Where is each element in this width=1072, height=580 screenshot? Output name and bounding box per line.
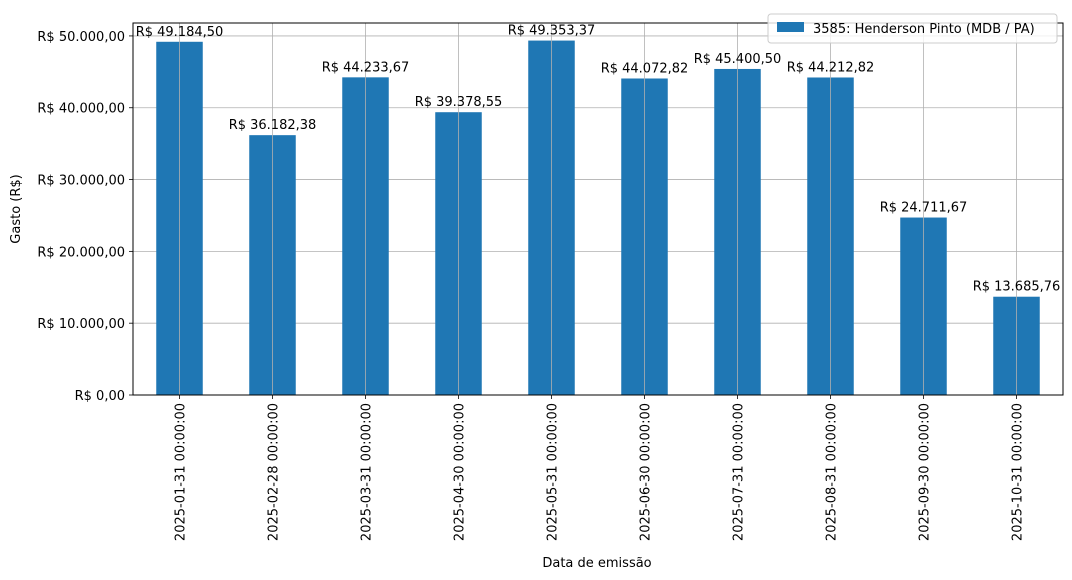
y-tick-label: R$ 0,00: [75, 389, 125, 404]
bar-value-label: R$ 49.353,37: [508, 24, 596, 39]
bar-value-label: R$ 39.378,55: [415, 95, 503, 110]
x-tick-label: 2025-04-30 00:00:00: [453, 403, 468, 541]
bar-value-label: R$ 13.685,76: [973, 280, 1061, 295]
bar-value-label: R$ 24.711,67: [880, 201, 968, 216]
bar-value-label: R$ 44.212,82: [787, 60, 875, 75]
legend: 3585: Henderson Pinto (MDB / PA): [767, 13, 1058, 44]
x-axis-title: Data de emissão: [542, 556, 651, 571]
x-tick-label: 2025-03-31 00:00:00: [360, 403, 375, 541]
data-labels: R$ 49.184,50 R$ 36.182,38 R$ 44.233,67 R$ 3…: [136, 24, 1061, 295]
bar-value-label: R$ 36.182,38: [229, 118, 317, 133]
y-tick-label: R$ 30.000,00: [37, 174, 125, 189]
y-tick-label: R$ 40.000,00: [37, 102, 125, 117]
y-tick-label: R$ 20.000,00: [37, 245, 125, 260]
y-axis: R$ 0,00 R$ 10.000,00 R$ 20.000,00 R$ 30.000…: [37, 30, 133, 404]
x-tick-label: 2025-10-31 00:00:00: [1011, 403, 1026, 541]
x-tick-label: 2025-07-31 00:00:00: [732, 403, 747, 541]
vertical-grid: [179, 23, 1017, 395]
x-tick-label: 2025-06-30 00:00:00: [639, 403, 654, 541]
y-axis-title: Gasto (R$): [9, 174, 24, 243]
bar-value-label: R$ 44.233,67: [322, 60, 410, 75]
y-tick-label: R$ 50.000,00: [37, 30, 125, 45]
legend-box: [767, 13, 1058, 44]
x-tick-label: 2025-01-31 00:00:00: [174, 403, 189, 541]
y-tick-label: R$ 10.000,00: [37, 317, 125, 332]
x-tick-label: 2025-09-30 00:00:00: [918, 403, 933, 541]
bar-value-label: R$ 44.072,82: [601, 61, 689, 76]
x-tick-label: 2025-02-28 00:00:00: [267, 403, 282, 541]
plot-frame: [132, 22, 1064, 396]
legend-entry: 3585: Henderson Pinto (MDB / PA): [813, 22, 1035, 37]
bar-value-label: R$ 49.184,50: [136, 25, 224, 40]
x-tick-label: 2025-05-31 00:00:00: [546, 403, 561, 541]
legend-swatch: [777, 22, 804, 32]
x-axis: 2025-01-31 00:00:00 2025-02-28 00:00:00 20…: [174, 395, 1026, 541]
bar-value-label: R$ 45.400,50: [694, 52, 782, 67]
x-tick-label: 2025-08-31 00:00:00: [825, 403, 840, 541]
